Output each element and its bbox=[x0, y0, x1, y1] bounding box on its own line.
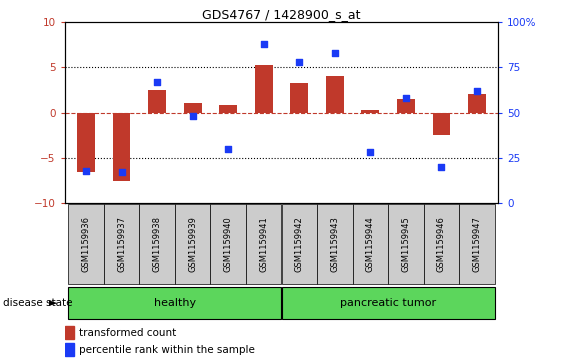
Text: GSM1159938: GSM1159938 bbox=[153, 216, 162, 272]
Text: GSM1159937: GSM1159937 bbox=[117, 216, 126, 272]
Bar bbox=[113, 113, 131, 181]
Bar bbox=[459, 204, 495, 284]
Text: disease state: disease state bbox=[3, 298, 72, 308]
Bar bbox=[352, 204, 388, 284]
Text: GSM1159936: GSM1159936 bbox=[82, 216, 91, 272]
Point bbox=[259, 41, 268, 46]
Text: GSM1159940: GSM1159940 bbox=[224, 216, 233, 272]
Bar bbox=[68, 287, 282, 319]
Text: GSM1159943: GSM1159943 bbox=[330, 216, 339, 272]
Text: healthy: healthy bbox=[154, 298, 196, 308]
Point bbox=[401, 95, 410, 101]
Point bbox=[437, 164, 446, 170]
Bar bbox=[432, 113, 450, 135]
Point bbox=[188, 113, 197, 119]
Text: GSM1159946: GSM1159946 bbox=[437, 216, 446, 272]
Point bbox=[330, 50, 339, 56]
Text: transformed count: transformed count bbox=[79, 327, 176, 338]
Bar bbox=[211, 204, 246, 284]
Text: GSM1159941: GSM1159941 bbox=[259, 216, 268, 272]
Point bbox=[472, 88, 481, 94]
Text: pancreatic tumor: pancreatic tumor bbox=[340, 298, 436, 308]
Bar bbox=[361, 110, 379, 113]
Bar bbox=[317, 204, 352, 284]
Bar bbox=[68, 204, 104, 284]
Bar bbox=[220, 105, 237, 113]
Text: GSM1159939: GSM1159939 bbox=[188, 216, 197, 272]
Bar bbox=[282, 204, 317, 284]
Point bbox=[82, 168, 91, 174]
Bar bbox=[397, 99, 415, 113]
Point bbox=[153, 79, 162, 85]
Bar bbox=[140, 204, 175, 284]
Bar bbox=[468, 94, 486, 113]
Bar bbox=[388, 204, 423, 284]
Title: GDS4767 / 1428900_s_at: GDS4767 / 1428900_s_at bbox=[202, 8, 361, 21]
Text: percentile rank within the sample: percentile rank within the sample bbox=[79, 344, 254, 355]
Point bbox=[117, 170, 126, 175]
Text: ►: ► bbox=[49, 298, 58, 308]
Text: GSM1159945: GSM1159945 bbox=[401, 216, 410, 272]
Point bbox=[366, 150, 375, 155]
Bar bbox=[255, 65, 272, 113]
Text: GSM1159942: GSM1159942 bbox=[295, 216, 304, 272]
Text: GSM1159944: GSM1159944 bbox=[366, 216, 375, 272]
Bar bbox=[104, 204, 139, 284]
Point bbox=[295, 59, 304, 65]
Point bbox=[224, 146, 233, 152]
Bar bbox=[184, 103, 202, 113]
Bar bbox=[246, 204, 282, 284]
Bar bbox=[65, 343, 74, 356]
Text: GSM1159947: GSM1159947 bbox=[472, 216, 481, 272]
Bar bbox=[175, 204, 211, 284]
Bar bbox=[65, 326, 74, 339]
Bar bbox=[291, 83, 308, 113]
Bar bbox=[282, 287, 495, 319]
Bar bbox=[424, 204, 459, 284]
Bar bbox=[326, 76, 343, 113]
Bar bbox=[148, 90, 166, 113]
Bar bbox=[77, 113, 95, 172]
